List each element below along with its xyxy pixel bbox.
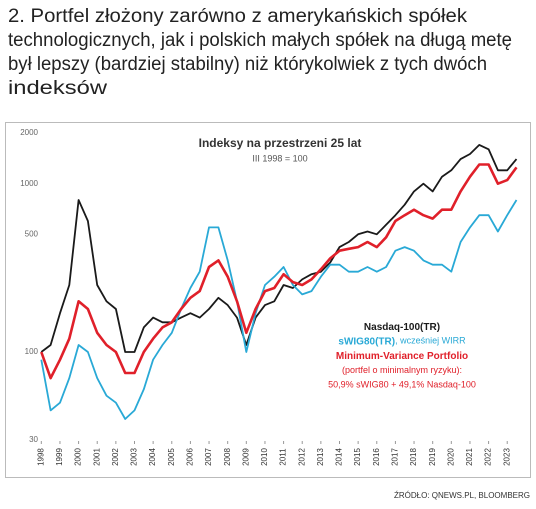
series-line: [40, 163, 518, 380]
x-tick-label: 1999: [55, 448, 64, 466]
x-tick-label: 1998: [36, 448, 45, 466]
x-tick-label: 2008: [223, 448, 232, 466]
x-tick-label: 2023: [502, 448, 511, 466]
y-tick-label: 100: [25, 347, 39, 356]
header-line: był lepszy (bardziej stabilny) niż który…: [8, 54, 487, 75]
legend-name: Nasdaq-100(TR): [364, 322, 440, 333]
y-tick-label: 2000: [20, 128, 38, 137]
legend-entry: Nasdaq-100(TR): [364, 322, 440, 333]
x-tick-label: 2015: [353, 448, 362, 466]
x-tick-label: 2010: [260, 448, 269, 466]
x-tick-label: 2014: [335, 448, 344, 466]
x-tick-label: 2011: [279, 448, 288, 466]
legend-note: , wcześniej WIRR: [395, 336, 466, 346]
header-line: indeksów: [8, 78, 107, 99]
x-tick-label: 2003: [130, 448, 139, 466]
legend-name: Minimum-Variance Portfolio: [336, 351, 468, 362]
x-tick-label: 2007: [204, 448, 213, 466]
x-tick-label: 2016: [372, 448, 381, 466]
x-tick-label: 2021: [465, 448, 474, 466]
x-tick-label: 2020: [446, 448, 455, 466]
x-tick-label: 2019: [428, 448, 437, 466]
x-tick-label: 2009: [241, 448, 250, 466]
chart-subtitle: III 1998 = 100: [252, 153, 307, 163]
x-tick-label: 2018: [409, 448, 418, 466]
x-tick-label: 2005: [167, 448, 176, 466]
x-tick-label: 2006: [186, 448, 195, 466]
x-tick-label: 2004: [148, 448, 157, 466]
legend-note: (portfel o minimalnym ryzyku):: [342, 365, 462, 375]
series-line: [40, 144, 518, 353]
x-tick-label: 2001: [92, 448, 101, 466]
x-tick-label: 2012: [297, 448, 306, 466]
legend-name: sWIG80(TR): [338, 336, 395, 347]
source: ŹRÓDŁO: QNEWS.PL, BLOOMBERG: [394, 491, 530, 500]
y-tick-label: 500: [25, 229, 39, 238]
legend-entry: Minimum-Variance Portfolio: [336, 351, 468, 362]
chart-frame: [5, 122, 531, 478]
x-tick-label: 2022: [484, 448, 493, 466]
y-tick-label: 1000: [20, 179, 38, 188]
x-tick-label: 2013: [316, 448, 325, 466]
legend-detail: 50,9% sWIG80 + 49,1% Nasdaq-100: [328, 379, 476, 389]
header-line: 2. Portfel złożony zarówno z amerykański…: [8, 6, 468, 27]
x-tick-label: 2002: [111, 448, 120, 466]
y-tick-label: 30: [29, 435, 38, 444]
series-line: [40, 199, 518, 420]
header-line: technologicznych, jak i polskich małych …: [8, 30, 512, 51]
legend-entry: sWIG80(TR), wcześniej WIRR: [338, 336, 466, 347]
chart-title: Indeksy na przestrzeni 25 lat: [199, 136, 362, 150]
x-tick-label: 2017: [391, 448, 400, 466]
x-tick-label: 2000: [74, 448, 83, 466]
